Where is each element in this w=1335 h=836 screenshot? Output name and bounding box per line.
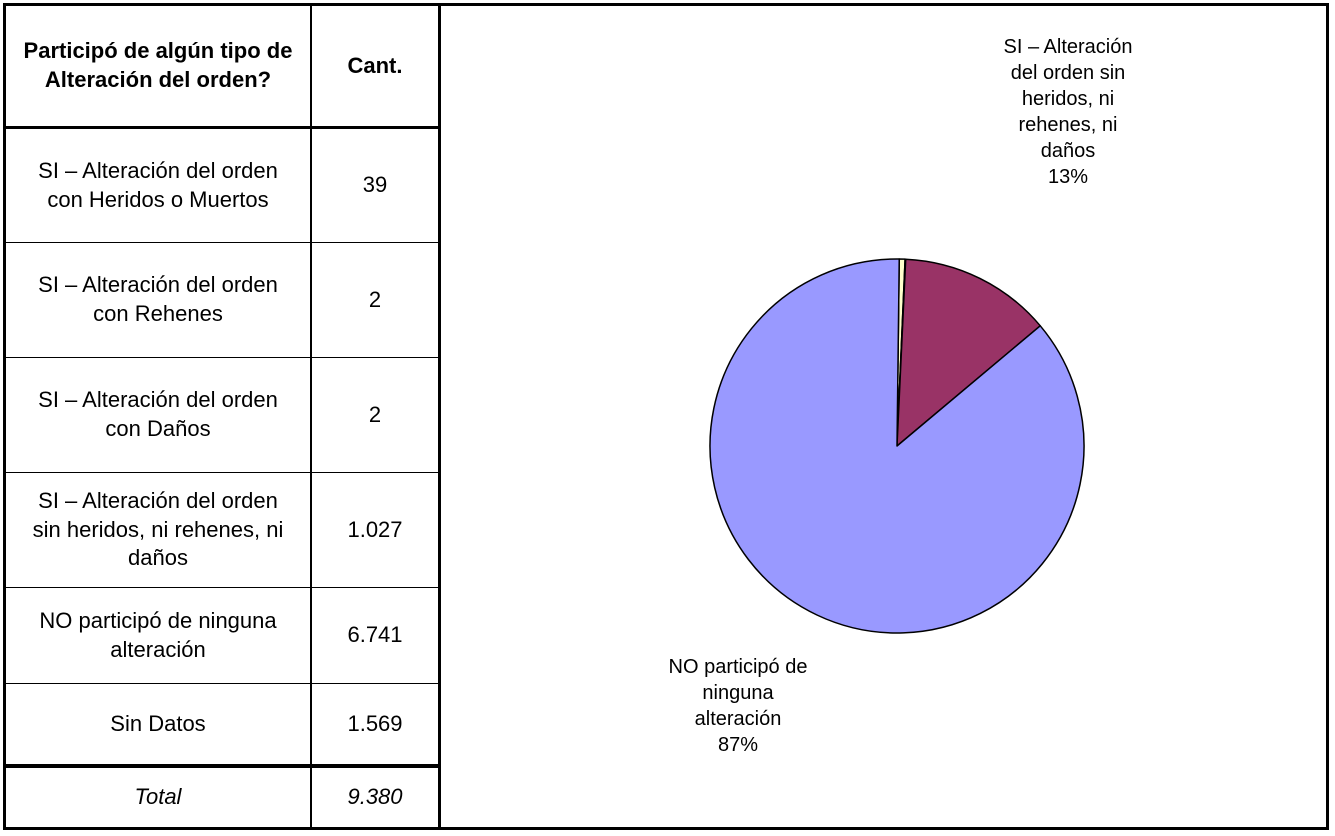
row-count: 39 (362, 172, 388, 198)
pie-svg (709, 258, 1085, 634)
header-count: Cant. (347, 52, 403, 78)
label-no-participo-percent: 87% (717, 734, 759, 756)
row-count: 6.741 (347, 622, 403, 648)
label-no-participo: NO participó de ninguna alteración 87% (649, 654, 827, 758)
row-category: SI – Alteración del orden con Heridos o … (38, 157, 278, 212)
row-category: NO participó de ninguna alteración (39, 607, 277, 662)
row-category: SI – Alteración del orden con Daños (38, 387, 278, 441)
label-si-sin-heridos-text: SI – Alteración del orden sin heridos, n… (1003, 36, 1133, 162)
label-si-sin-heridos-percent: 13% (1047, 166, 1089, 188)
pie-chart: SI – Alteración del orden sin heridos, n… (441, 6, 1326, 827)
table-divider (6, 587, 438, 588)
row-category: Sin Datos (110, 710, 206, 736)
table-divider (6, 472, 438, 473)
pie-slice (896, 258, 1042, 447)
row-count: 1.569 (347, 710, 403, 736)
pie-slice (709, 258, 1085, 634)
row-category: SI – Alteración del orden con Rehenes (38, 272, 278, 326)
data-table: Participó de algún tipo de Alteración de… (6, 6, 441, 827)
table-right-border (438, 6, 441, 827)
row-count: 2 (368, 286, 382, 312)
row-count: 1.027 (347, 516, 403, 542)
table-divider (6, 764, 438, 768)
total-label: Total (134, 784, 182, 810)
row-category: SI – Alteración del orden sin heridos, n… (32, 488, 284, 571)
table-divider (6, 126, 438, 129)
figure-frame: Participó de algún tipo de Alteración de… (3, 3, 1329, 830)
label-si-sin-heridos: SI – Alteración del orden sin heridos, n… (973, 34, 1163, 190)
table-divider (6, 242, 438, 243)
label-no-participo-text: NO participó de ninguna alteración (668, 656, 808, 730)
row-count: 2 (368, 401, 382, 427)
table-divider (6, 683, 438, 684)
total-count: 9.380 (347, 784, 403, 810)
column-divider (310, 6, 312, 827)
header-category: Participó de algún tipo de Alteración de… (23, 38, 293, 92)
table-divider (6, 357, 438, 358)
